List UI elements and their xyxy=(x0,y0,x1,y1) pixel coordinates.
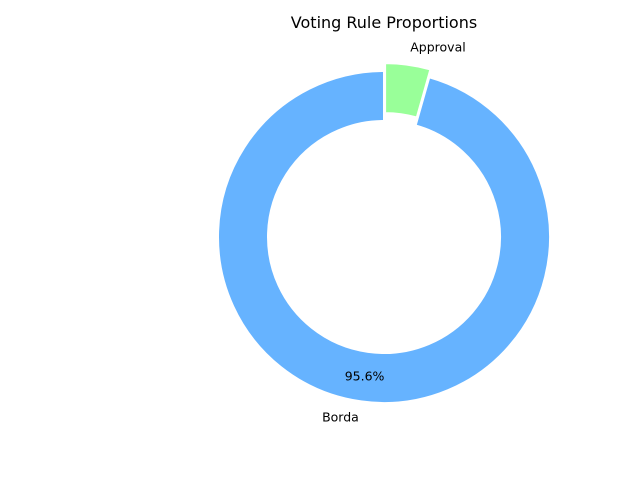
donut-slices xyxy=(217,62,551,404)
label-approval: Approval xyxy=(410,40,465,55)
label-borda: Borda xyxy=(322,409,359,424)
donut-labels: Borda 95.6% Approval xyxy=(322,40,466,425)
chart-title: Voting Rule Proportions xyxy=(291,13,477,32)
slice-borda xyxy=(217,69,551,404)
slice-approval xyxy=(384,62,432,119)
pct-label-borda: 95.6% xyxy=(345,368,385,383)
